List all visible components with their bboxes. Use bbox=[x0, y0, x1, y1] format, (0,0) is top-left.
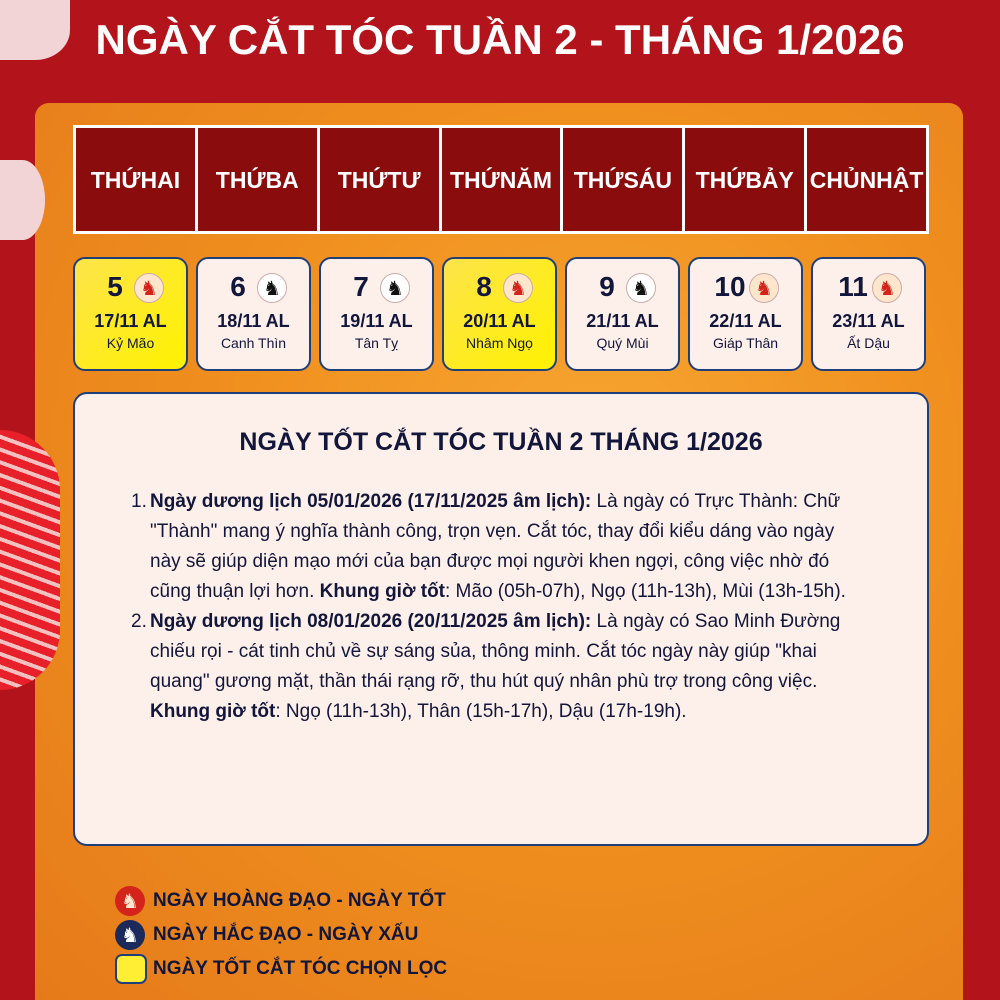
day-number: 7 bbox=[353, 271, 369, 302]
weekday-6: CHỦ NHẬT bbox=[807, 128, 927, 231]
legend-good: ♞ NGÀY HOÀNG ĐẠO - NGÀY TỐT bbox=[115, 884, 447, 918]
item-number: 2. bbox=[131, 611, 147, 632]
decor-fan bbox=[0, 430, 60, 690]
weekday-label: CHỦ bbox=[809, 166, 860, 193]
can-chi: Nhâm Ngọ bbox=[466, 335, 533, 351]
day-number: 9 bbox=[599, 271, 615, 302]
weekday-3: THỨ NĂM bbox=[441, 128, 561, 231]
day-number: 5 bbox=[107, 271, 123, 302]
day-card[interactable]: 7 ♞ 19/11 AL Tân Tỵ bbox=[319, 257, 434, 371]
legend-selected: NGÀY TỐT CẮT TÓC CHỌN LỌC bbox=[115, 952, 447, 986]
weekday-0: THỨ HAI bbox=[76, 128, 195, 231]
weekday-5: THỨ BẢY bbox=[685, 128, 805, 231]
weekday-label: TƯ bbox=[387, 166, 421, 193]
page-title: NGÀY CẮT TÓC TUẦN 2 - THÁNG 1/2026 bbox=[95, 16, 905, 63]
day-number: 8 bbox=[476, 271, 492, 302]
can-chi: Ất Dậu bbox=[847, 335, 890, 351]
weekday-label: BẢY bbox=[745, 166, 794, 193]
can-chi: Canh Thìn bbox=[220, 335, 287, 351]
horse-head-icon: ♞ bbox=[115, 920, 145, 950]
horse-head-icon: ♞ bbox=[380, 273, 410, 303]
day-number: 11 bbox=[838, 271, 868, 302]
list-item: 1. Ngày dương lịch 05/01/2026 (17/11/2025… bbox=[131, 487, 867, 607]
lunar-date: 21/11 AL bbox=[586, 311, 659, 331]
weekday-label: THỨ bbox=[337, 166, 388, 193]
day-card[interactable]: 5 ♞ 17/11 AL Kỷ Mão bbox=[73, 257, 188, 371]
day-card[interactable]: 11 ♞ 23/11 AL Ất Dậu bbox=[811, 257, 926, 371]
day-cards: 5 ♞ 17/11 AL Kỷ Mão 6 ♞ 18/11 AL Canh Thì… bbox=[73, 257, 929, 371]
horse-head-icon: ♞ bbox=[257, 273, 287, 303]
list-item: 2. Ngày dương lịch 08/01/2026 (20/11/2025… bbox=[131, 607, 867, 727]
day-number: 10 bbox=[714, 271, 746, 302]
day-card[interactable]: 8 ♞ 20/11 AL Nhâm Ngọ bbox=[442, 257, 557, 371]
horse-head-icon: ♞ bbox=[115, 886, 145, 916]
day-card[interactable]: 6 ♞ 18/11 AL Canh Thìn bbox=[196, 257, 311, 371]
can-chi: Quý Mùi bbox=[596, 335, 649, 351]
weekday-label: NHẬT bbox=[859, 166, 924, 193]
lunar-date: 20/11 AL bbox=[463, 311, 536, 331]
can-chi: Giáp Thân bbox=[712, 335, 779, 351]
weekday-label: THỨ bbox=[449, 166, 500, 193]
decor-flower bbox=[0, 160, 45, 240]
day-number: 6 bbox=[230, 271, 246, 302]
item-heading: Ngày dương lịch 05/01/2026 (17/11/2025 â… bbox=[150, 491, 592, 512]
decor-flower bbox=[0, 0, 70, 60]
horse-head-icon: ♞ bbox=[626, 273, 656, 303]
lunar-date: 18/11 AL bbox=[217, 311, 290, 331]
weekday-label: HAI bbox=[140, 166, 181, 193]
can-chi: Kỷ Mão bbox=[106, 335, 155, 351]
can-chi: Tân Tỵ bbox=[354, 335, 399, 351]
horse-head-icon: ♞ bbox=[749, 273, 779, 303]
item-heading: Ngày dương lịch 08/01/2026 (20/11/2025 â… bbox=[150, 611, 592, 632]
weekday-label: THỨ bbox=[573, 166, 624, 193]
day-card[interactable]: 9 ♞ 21/11 AL Quý Mùi bbox=[565, 257, 680, 371]
hours-value: : Mão (05h-07h), Ngọ (11h-13h), Mùi (13h… bbox=[445, 581, 846, 602]
item-body: Là ngày có Sao Minh Đường chiếu rọi - cá… bbox=[150, 611, 841, 692]
weekday-label: NĂM bbox=[499, 166, 553, 193]
weekday-2: THỨ TƯ bbox=[319, 128, 439, 231]
hours-label: Khung giờ tốt bbox=[319, 581, 445, 602]
horse-head-icon: ♞ bbox=[872, 273, 902, 303]
lunar-date: 22/11 AL bbox=[709, 311, 782, 331]
day-card[interactable]: 10 ♞ 22/11 AL Giáp Thân bbox=[688, 257, 803, 371]
hours-label: Khung giờ tốt bbox=[150, 701, 276, 722]
weekday-label: THỨ bbox=[90, 166, 141, 193]
horse-head-icon: ♞ bbox=[134, 273, 164, 303]
legend-bad-label: NGÀY HẮC ĐẠO - NGÀY XẤU bbox=[153, 924, 419, 945]
lunar-date: 17/11 AL bbox=[94, 311, 167, 331]
item-number: 1. bbox=[131, 491, 147, 512]
weekday-header: THỨ HAI THỨ BA THỨ TƯ THỨ NĂM THỨ SÁU THỨ BẢY CHỦ NHẬ… bbox=[73, 125, 929, 234]
weekday-label: SÁU bbox=[623, 166, 673, 193]
legend-bad: ♞ NGÀY HẮC ĐẠO - NGÀY XẤU bbox=[115, 918, 447, 952]
lunar-date: 19/11 AL bbox=[340, 311, 413, 331]
lunar-date: 23/11 AL bbox=[832, 311, 905, 331]
legend-selected-label: NGÀY TỐT CẮT TÓC CHỌN LỌC bbox=[153, 958, 448, 979]
good-day-list: 1. Ngày dương lịch 05/01/2026 (17/11/2025… bbox=[131, 487, 867, 727]
yellow-square-icon bbox=[115, 954, 147, 984]
legend: ♞ NGÀY HOÀNG ĐẠO - NGÀY TỐT ♞ NGÀY HẮC ĐẠO… bbox=[115, 884, 447, 986]
horse-head-icon: ♞ bbox=[503, 273, 533, 303]
weekday-label: THỨ bbox=[695, 166, 746, 193]
item-body: Là ngày có Trực Thành: Chữ "Thành" mang … bbox=[150, 491, 841, 602]
legend-good-label: NGÀY HOÀNG ĐẠO - NGÀY TỐT bbox=[153, 890, 446, 911]
content-box: NGÀY TỐT CẮT TÓC TUẦN 2 THÁNG 1/2026 1. N… bbox=[73, 392, 929, 846]
weekday-label: THỨ bbox=[215, 166, 266, 193]
hours-value: : Ngọ (11h-13h), Thân (15h-17h), Dậu (17… bbox=[275, 701, 687, 722]
weekday-1: THỨ BA bbox=[197, 128, 317, 231]
weekday-label: BA bbox=[265, 166, 299, 193]
weekday-4: THỨ SÁU bbox=[563, 128, 683, 231]
content-title: NGÀY TỐT CẮT TÓC TUẦN 2 THÁNG 1/2026 bbox=[239, 428, 763, 456]
